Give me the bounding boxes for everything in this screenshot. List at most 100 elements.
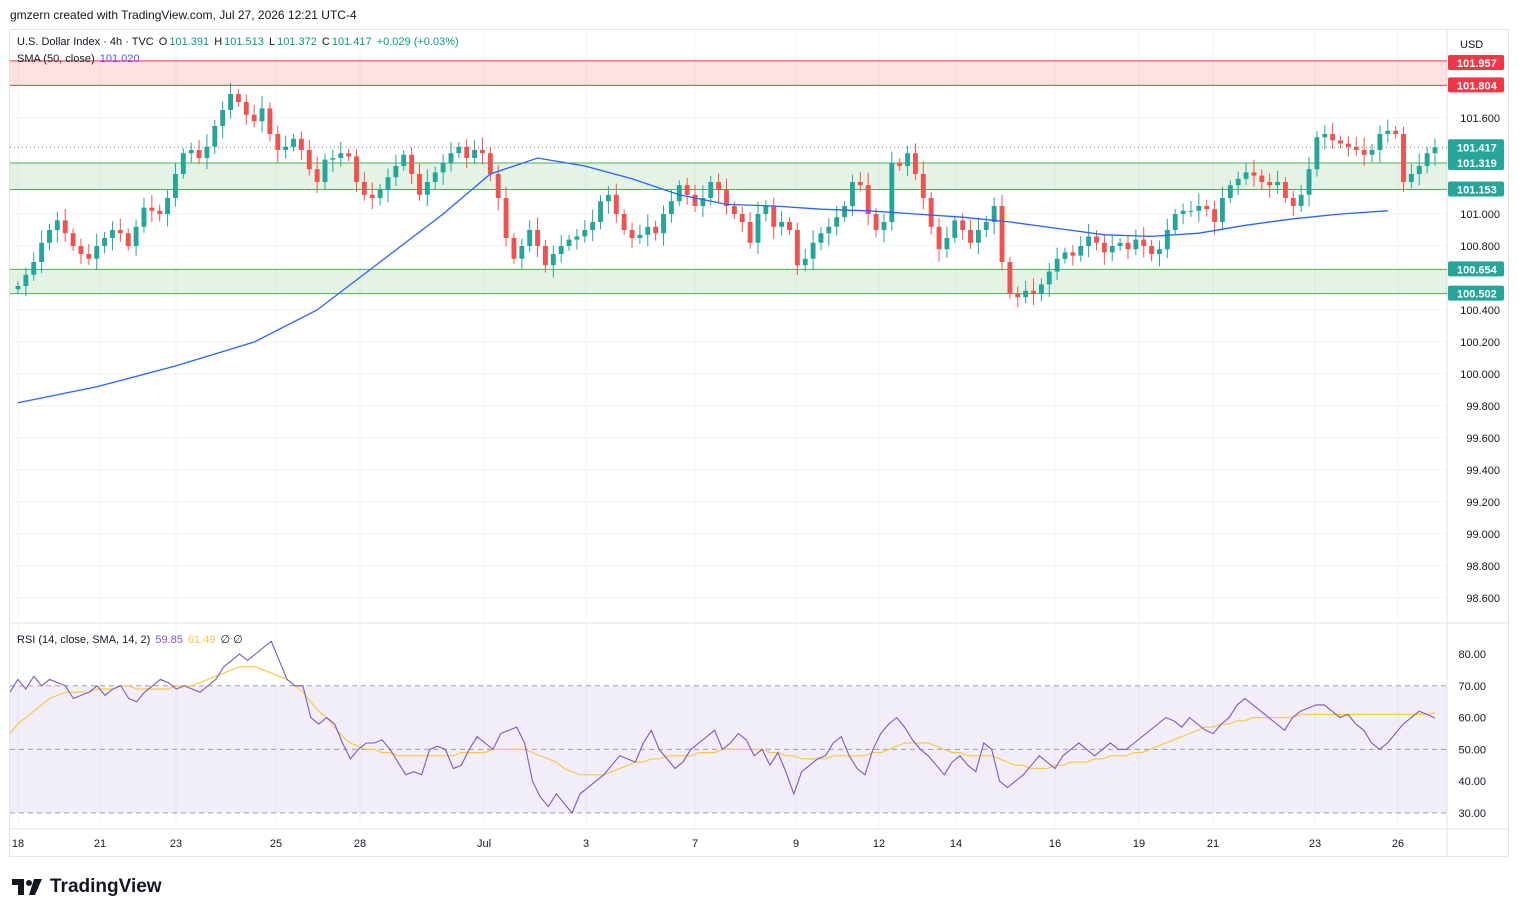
candle-body: [653, 226, 659, 234]
rsi-tick-label: 60.00: [1458, 713, 1486, 725]
price-grid: [10, 30, 1508, 856]
rsi-line: [9, 640, 1436, 815]
high-value: 101.513: [224, 36, 264, 48]
rsi-legend[interactable]: RSI (14, close, SMA, 14, 2) 59.85 61.49 …: [17, 633, 245, 646]
candle-body: [834, 217, 840, 227]
candle-body: [889, 162, 895, 222]
candle-body: [267, 108, 273, 134]
candle-body: [975, 230, 981, 243]
candle-body: [747, 222, 753, 243]
rsi-layer: [9, 640, 1447, 815]
candle-body: [1133, 239, 1139, 250]
candle-body: [857, 182, 863, 186]
price-tick-label: 101.600: [1460, 113, 1500, 125]
candle-body: [1393, 130, 1399, 134]
symbol-label: U.S. Dollar Index · 4h · TVC: [17, 36, 154, 48]
candle-body: [361, 182, 367, 195]
candle-body: [480, 150, 485, 154]
candle-body: [1424, 153, 1430, 166]
candle-body: [1314, 137, 1320, 170]
time-tick-label: 21: [94, 838, 106, 850]
candle-body: [133, 226, 139, 246]
candle-body: [495, 174, 501, 198]
candle-body: [70, 233, 76, 246]
price-badge: [1448, 77, 1504, 93]
rsi-tick-label: 80.00: [1458, 649, 1486, 661]
price-badge-label: 100.502: [1457, 289, 1497, 301]
candle-body: [31, 262, 37, 275]
candle-body: [1117, 242, 1123, 246]
sma-layer: [17, 157, 1388, 404]
price-badge-label: 101.153: [1457, 185, 1497, 197]
price-badge-label: 101.804: [1457, 80, 1498, 92]
candle-body: [1015, 294, 1021, 298]
price-tick-label: 98.800: [1466, 561, 1500, 573]
candle-body: [1054, 258, 1060, 272]
candle-body: [306, 150, 312, 170]
open-label: O: [158, 36, 168, 48]
candle-body: [787, 222, 792, 230]
candle-body: [1046, 271, 1052, 285]
sma-line: [17, 157, 1388, 404]
candle-body: [771, 206, 777, 227]
candle-body: [1094, 236, 1099, 243]
candle-body: [1038, 284, 1044, 294]
candle-body: [613, 194, 619, 214]
candle-body: [283, 146, 289, 150]
rsi-tick-label: 50.00: [1458, 744, 1486, 756]
currency-label[interactable]: USD: [1460, 39, 1484, 51]
time-tick-label: 23: [170, 838, 182, 850]
candle-body: [731, 206, 737, 214]
candle-body: [235, 94, 241, 102]
price-badge: [1448, 55, 1504, 70]
candle-body: [1416, 166, 1422, 174]
candle-body: [1227, 185, 1233, 198]
candle-body: [1086, 236, 1092, 246]
time-axis: 18 21 23 25 28 Jul 3 7 9 12 14 16 19 21 23 26: [12, 838, 1404, 850]
candle-body: [228, 94, 233, 110]
candle-body: [558, 246, 564, 254]
candle-body: [1401, 134, 1406, 182]
rsi-ma-value: 61.49: [187, 634, 216, 646]
candle-body: [684, 185, 690, 195]
candle-body: [251, 114, 257, 122]
candle-body: [314, 169, 320, 182]
candle-body: [983, 222, 989, 230]
candle-body: [188, 150, 194, 154]
candle-body: [1172, 214, 1178, 230]
candle-body: [196, 150, 202, 158]
candle-body: [850, 182, 855, 206]
candle-body: [739, 214, 745, 222]
rsi-tick-label: 40.00: [1458, 776, 1486, 788]
candle-body: [968, 230, 973, 243]
candle-body: [1125, 242, 1131, 250]
close-label: C: [321, 36, 330, 48]
attribution-text: gmzern created with TradingView.com, Jul…: [10, 8, 357, 22]
price-badge-label: 101.417: [1457, 142, 1497, 154]
candle-body: [1204, 206, 1210, 210]
candle-body: [23, 274, 29, 286]
candle-body: [881, 222, 887, 230]
candle-body: [456, 146, 462, 154]
candle-body: [928, 198, 934, 227]
candle-body: [1007, 262, 1013, 294]
candle-body: [125, 233, 131, 246]
candle-body: [668, 201, 674, 214]
candle-body: [117, 230, 123, 234]
time-tick-label: 21: [1207, 838, 1219, 850]
time-tick-label: 26: [1392, 838, 1404, 850]
candle-body: [590, 222, 596, 230]
candle-body: [605, 194, 611, 202]
candle-body: [700, 198, 706, 206]
sma-legend[interactable]: SMA (50, close) 101.020: [17, 53, 141, 65]
price-tick-label: 99.600: [1466, 433, 1500, 445]
candle-body: [1306, 169, 1312, 195]
candle-body: [94, 246, 100, 259]
open-value: 101.391: [169, 36, 210, 48]
candle-body: [708, 182, 714, 198]
candle-body: [661, 214, 666, 234]
candle-body: [1101, 242, 1107, 253]
price-tick-label: 100.200: [1460, 337, 1500, 349]
